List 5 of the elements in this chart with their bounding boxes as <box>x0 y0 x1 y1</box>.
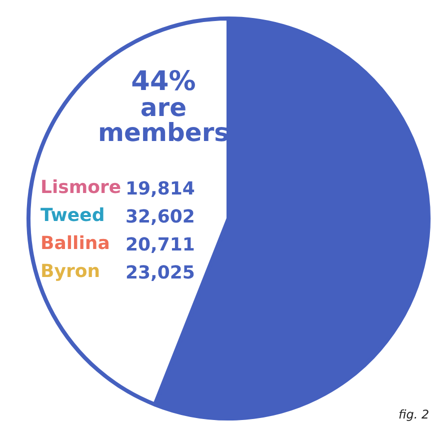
text: Lismore 19,814 <box>40 177 195 200</box>
text: Ballina 20,711 <box>40 233 195 256</box>
caption: fig. 2 <box>398 408 430 422</box>
text: Byron 23,025 <box>40 261 195 284</box>
text: Tweed 32,602 <box>40 205 195 228</box>
